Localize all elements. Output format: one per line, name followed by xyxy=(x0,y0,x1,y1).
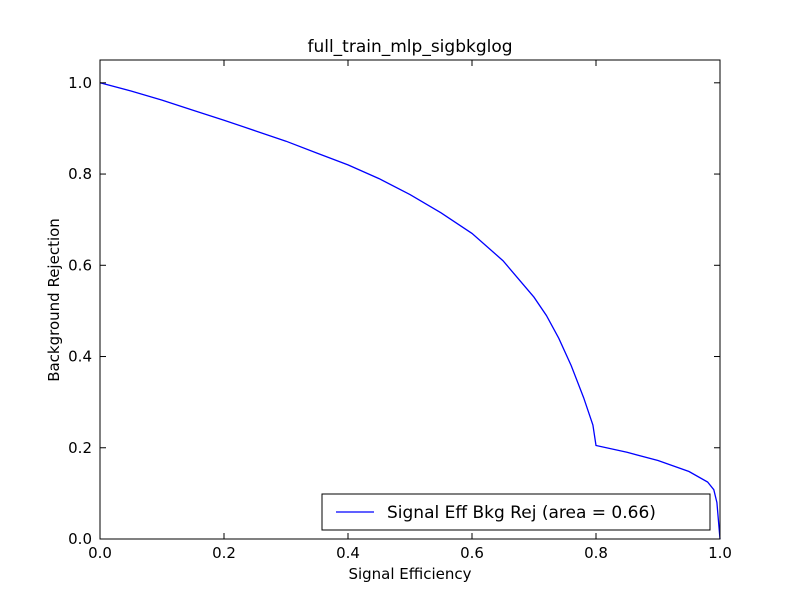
x-axis-label: Signal Efficiency xyxy=(348,565,471,583)
plot-area: 0.0 0.2 0.4 0.6 0.8 1.0 0.0 0.2 0.4 0.6 0.8 1.0 xyxy=(68,59,732,562)
y-tick-label: 0.6 xyxy=(68,256,92,274)
legend-box xyxy=(321,493,711,531)
y-tick-label: 0.4 xyxy=(68,348,92,366)
y-axis-label: Background Rejection xyxy=(45,218,63,382)
x-tick-label: 0.4 xyxy=(336,544,360,562)
x-tick-label: 0.6 xyxy=(460,544,484,562)
y-tick-label: 0.8 xyxy=(68,165,92,183)
y-tick-label: 0.2 xyxy=(68,439,92,457)
x-tick-label: 0.0 xyxy=(88,544,112,562)
x-tick-label: 0.8 xyxy=(584,544,608,562)
legend-label: Signal Eff Bkg Rej (area = 0.66) xyxy=(387,503,656,523)
y-tick-label: 1.0 xyxy=(68,74,92,92)
series-line xyxy=(99,82,721,540)
plot-frame xyxy=(99,59,721,540)
chart-title: full_train_mlp_sigbkglog xyxy=(307,37,512,57)
x-tick-label: 1.0 xyxy=(708,544,732,562)
legend: Signal Eff Bkg Rej (area = 0.66) xyxy=(321,493,711,531)
x-tick-label: 0.2 xyxy=(212,544,236,562)
y-tick-label: 0.0 xyxy=(68,530,92,548)
